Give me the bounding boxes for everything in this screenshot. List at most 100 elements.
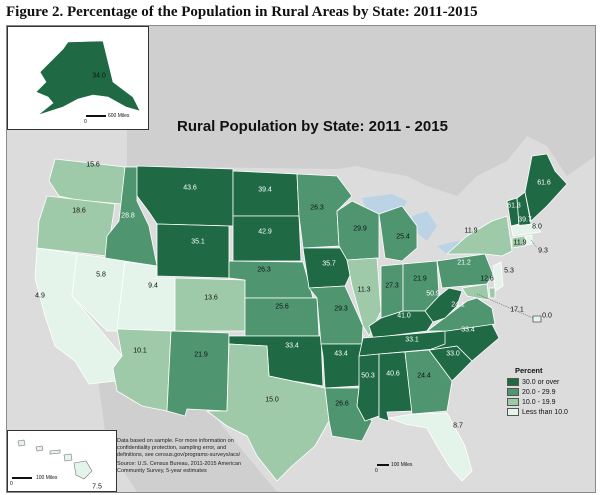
state-virginia	[426, 297, 496, 332]
value-arkansas: 43.4	[334, 350, 348, 358]
value-washington: 15.6	[86, 161, 100, 169]
state-iowa	[302, 247, 353, 289]
alaska-inset: 0 600 Miles	[7, 26, 149, 130]
state-colorado	[174, 277, 246, 332]
value-connecticut: 11.9	[513, 239, 527, 247]
state-georgia	[404, 349, 453, 415]
water-great-lakes	[362, 194, 477, 254]
hawaii-map	[17, 439, 93, 480]
value-georgia: 24.4	[417, 372, 431, 380]
value-vermont: 61.3	[507, 202, 521, 210]
hawaii-scale-zero: 0	[10, 481, 13, 487]
legend-item: 10.0 - 19.9	[507, 397, 593, 407]
value-south-carolina: 33.0	[446, 350, 460, 358]
main-scale-end: 100 Miles	[391, 462, 413, 468]
legend-item: 20.0 - 29.9	[507, 387, 593, 397]
value-idaho: 28.8	[121, 212, 135, 220]
value-hawaii: 7.5	[92, 483, 102, 491]
value-california: 4.9	[35, 292, 45, 300]
state-maryland	[461, 283, 490, 301]
value-new-jersey: 5.3	[504, 267, 514, 275]
source-note: Data based on sample. For more informati…	[117, 438, 247, 478]
state-district-of-columbia	[532, 315, 542, 323]
state-massachusetts	[510, 223, 542, 237]
value-new-york: 11.9	[464, 227, 478, 235]
value-west-virginia: 50.9	[426, 290, 440, 298]
legend-title: Percent	[515, 366, 543, 375]
state-new-jersey	[492, 261, 504, 292]
state-connecticut	[511, 235, 526, 249]
value-north-carolina: 33.4	[461, 326, 475, 334]
value-illinois: 11.3	[357, 286, 371, 294]
value-iowa: 35.7	[322, 260, 336, 268]
value-nevada: 5.8	[96, 271, 106, 279]
value-north-dakota: 39.4	[258, 186, 272, 194]
leader-ri	[530, 239, 538, 249]
value-massachusetts: 8.0	[532, 223, 542, 231]
value-maine: 61.6	[537, 179, 551, 187]
state-alaska	[35, 40, 141, 116]
value-mississippi: 50.3	[361, 372, 375, 380]
legend-label: Less than 10.0	[522, 408, 568, 416]
hawaii-island-molokai	[49, 449, 61, 455]
note-text: Data based on sample. For more informati…	[117, 438, 241, 458]
legend-swatch	[507, 378, 519, 386]
us-map	[34, 26, 595, 492]
value-tennessee: 33.1	[405, 336, 419, 344]
value-florida: 8.7	[453, 422, 463, 430]
state-north-dakota	[232, 170, 300, 217]
state-rhode-island	[525, 234, 533, 246]
hawaii-scale-end: 100 Miles	[36, 475, 58, 481]
map-title: Rural Population by State: 2011 - 2015	[177, 118, 448, 135]
state-wisconsin	[336, 200, 380, 261]
legend: Percent 30.0 or over 20.0 - 29.9 10.0 - …	[507, 366, 593, 417]
hawaii-island-oahu	[35, 445, 44, 452]
legend-swatch	[507, 398, 519, 406]
hawaii-inset: 0 100 Miles	[7, 430, 117, 492]
state-arkansas	[320, 343, 363, 389]
value-wisconsin: 29.9	[353, 225, 367, 233]
value-new-mexico: 21.9	[194, 351, 208, 359]
hawaii-island-maui	[63, 453, 73, 462]
value-nebraska: 26.3	[257, 266, 271, 274]
state-michigan	[378, 205, 418, 262]
value-pennsylvania: 21.2	[457, 259, 471, 267]
legend-swatch	[507, 408, 519, 416]
state-south-dakota	[232, 215, 302, 262]
legend-swatch	[507, 388, 519, 396]
value-utah: 9.4	[148, 282, 158, 290]
value-maryland: 12.6	[480, 275, 494, 283]
value-texas: 15.0	[265, 396, 279, 404]
value-ohio: 21.9	[413, 275, 427, 283]
state-indiana	[380, 263, 404, 319]
value-montana: 43.6	[183, 184, 197, 192]
state-mississippi	[356, 353, 380, 422]
value-delaware: 17.1	[510, 306, 524, 314]
state-new-mexico	[166, 330, 230, 417]
value-wyoming: 35.1	[191, 238, 205, 246]
value-kansas: 25.6	[275, 303, 289, 311]
value-alabama: 40.6	[386, 370, 400, 378]
alaska-map	[35, 40, 141, 116]
value-new-hampshire: 39.7	[518, 216, 532, 224]
legend-label: 20.0 - 29.9	[522, 388, 556, 396]
state-texas	[206, 343, 330, 482]
state-west-virginia	[424, 287, 463, 323]
canada-land	[127, 26, 595, 196]
hawaii-island-kauai	[17, 439, 26, 447]
note-source: Source: U.S. Census Bureau, 2011-2015 Am…	[117, 461, 242, 475]
value-missouri: 29.3	[334, 305, 348, 313]
main-scale-zero: 0	[375, 468, 378, 474]
value-colorado: 13.6	[204, 294, 218, 302]
legend-item: Less than 10.0	[507, 407, 593, 417]
value-alaska: 34.0	[92, 72, 106, 80]
value-virginia: 24.1	[451, 301, 465, 309]
state-florida	[388, 412, 473, 482]
value-oregon: 18.6	[72, 207, 86, 215]
hawaii-island-big	[73, 460, 93, 480]
value-minnesota: 26.3	[310, 204, 324, 212]
value-kentucky: 41.0	[397, 312, 411, 320]
legend-label: 30.0 or over	[522, 378, 560, 386]
state-wyoming	[156, 223, 230, 279]
map-frame: 0 600 Miles 0 100 Miles Rural Population…	[6, 25, 596, 493]
